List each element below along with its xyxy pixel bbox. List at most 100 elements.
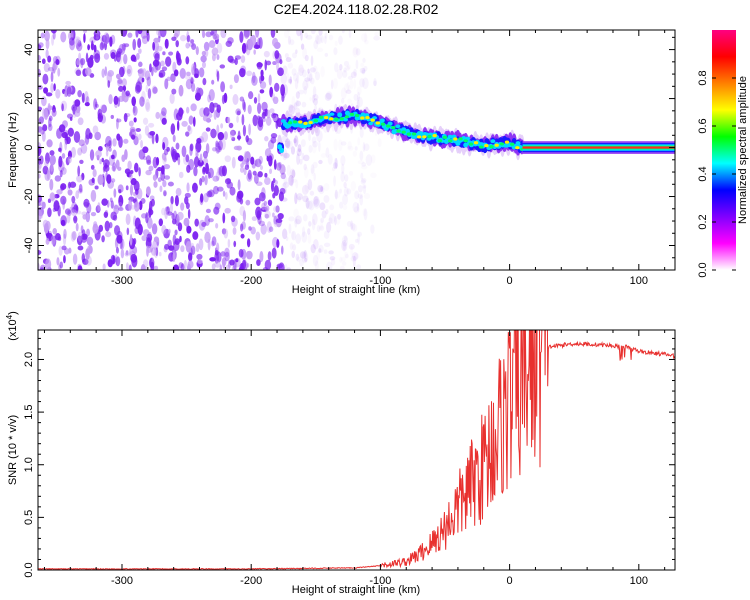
spectrogram-noise-speck [238,266,244,270]
spectrogram-noise-speck [110,200,114,209]
spectrogram-noise-speck [63,129,69,136]
spectrogram-noise-speck [208,218,214,223]
spectrogram-noise-speck [176,120,180,132]
spectrogram-noise-speck [47,66,55,72]
spectrogram-noise-speck [295,215,302,225]
spectrogram-noise-speck [79,159,84,165]
spectrogram-noise-speck [101,157,105,163]
spectrogram-noise-speck [73,215,78,224]
spectrogram-noise-speck [50,30,57,34]
spectrogram-noise-speck [169,93,175,105]
spectrogram-noise-speck [88,132,93,140]
spectrogram-noise-speck [230,129,237,136]
spectrogram-noise-speck [219,64,226,69]
spectrogram-noise-speck [77,231,83,242]
spectrogram-noise-speck [125,90,130,97]
spectrogram-noise-speck [264,177,271,185]
spectrogram-noise-speck [190,77,194,84]
spectrogram-noise-speck [286,164,291,176]
spectrogram-noise-speck [171,88,177,95]
spectrogram-noise-speck [272,177,276,184]
spectrogram-noise-speck [38,68,41,77]
spectrogram-noise-speck [353,93,359,101]
spectrogram-noise-speck [174,229,178,236]
spectrogram-noise-speck [187,260,194,269]
spectrogram-noise-speck [295,91,300,99]
spectrogram-noise-speck [42,73,49,85]
spectrogram-noise-speck [124,149,128,160]
spectrogram-ridge-peak [385,124,391,128]
spectrogram-noise-speck [185,78,193,90]
spectrogram-noise-speck [195,46,199,56]
spectrogram-noise-speck [231,217,238,227]
spectrogram-noise-speck [341,30,345,34]
spectrogram-noise-speck [204,215,210,227]
spectrogram-noise-speck [135,30,139,38]
spectrogram-noise-speck [180,263,185,270]
spectrogram-noise-speck [80,58,84,69]
spectrogram-noise-speck [339,188,342,194]
snr-panel: -300 -200 -100 0 100 0.0 0.5 1.0 1.5 2.0 Height … [5,311,676,596]
snr-y-tick-label: 0.5 [23,510,35,525]
spectrogram-noise-speck [370,224,375,234]
spectrogram-noise-speck [193,156,200,168]
spectrogram-noise-speck [129,184,134,196]
spectrogram-noise-speck [106,72,113,84]
spectrogram-noise-speck [300,30,303,41]
spectrogram-noise-speck [150,198,155,207]
spectrogram-noise-speck [291,96,296,108]
spectrogram-y-tick-label: 0 [23,144,35,150]
spectrogram-noise-speck [56,128,63,139]
spectrogram-noise-speck [170,146,175,158]
spectrogram-noise-speck [60,31,67,43]
spectrogram-noise-speck [140,30,148,39]
spectrogram-noise-speck [247,91,254,100]
spectrogram-noise-speck [350,222,356,231]
spectrogram-noise-speck [270,136,277,144]
spectrogram-noise-speck [101,104,107,114]
spectrogram-noise-speck [325,208,329,215]
spectrogram-noise-speck [106,174,112,184]
spectrogram-noise-speck [347,75,353,80]
spectrogram-x-tick-label: -100 [369,275,391,287]
spectrogram-noise-speck [105,171,108,182]
spectrogram-noise-speck [159,30,167,38]
spectrogram-noise-speck [113,54,117,62]
spectrogram-noise-speck [85,248,90,261]
spectrogram-noise-speck [223,92,228,104]
spectrogram-noise-speck [257,102,262,114]
spectrogram-noise-speck [198,238,204,251]
spectrogram-ridge-peak [292,120,298,124]
spectrogram-noise-speck [353,68,357,77]
spectrogram-noise-speck [160,165,165,175]
spectrogram-noise-speck [183,259,187,270]
spectrogram-noise-speck [152,86,158,94]
spectrogram-noise-speck [151,85,158,95]
spectrogram-noise-speck [274,50,280,59]
spectrogram-noise-speck [350,246,354,258]
spectrogram-noise-speck [288,216,295,222]
spectrogram-noise-speck [192,116,196,127]
spectrogram-noise-speck [45,92,53,97]
spectrogram-noise-speck [187,126,193,135]
spectrogram-noise-speck [268,226,274,233]
spectrogram-noise-speck [207,167,214,179]
spectrogram-noise-speck [291,52,297,59]
spectrogram-noise-speck [363,185,367,195]
spectrogram-noise-speck [232,94,239,105]
spectrogram-noise-speck [287,35,291,45]
spectrogram-noise-speck [40,32,45,39]
spectrogram-noise-speck [261,202,266,211]
colorbar-ticks: 0.0 0.2 0.4 0.6 0.8 [697,70,736,278]
spectrogram-noise-speck [295,99,299,108]
spectrogram-noise-speck [352,224,358,232]
spectrogram-noise-speck [141,77,145,83]
spectrogram-noise-speck [292,244,297,251]
spectrogram-noise-speck [201,61,207,69]
spectrogram-noise-speck [112,138,117,147]
spectrogram-noise-speck [334,215,337,226]
spectrogram-noise-speck [310,164,315,175]
spectrogram-noise-speck [211,47,219,56]
spectrogram-noise-speck [131,134,136,140]
spectrogram-noise-speck [333,157,338,170]
